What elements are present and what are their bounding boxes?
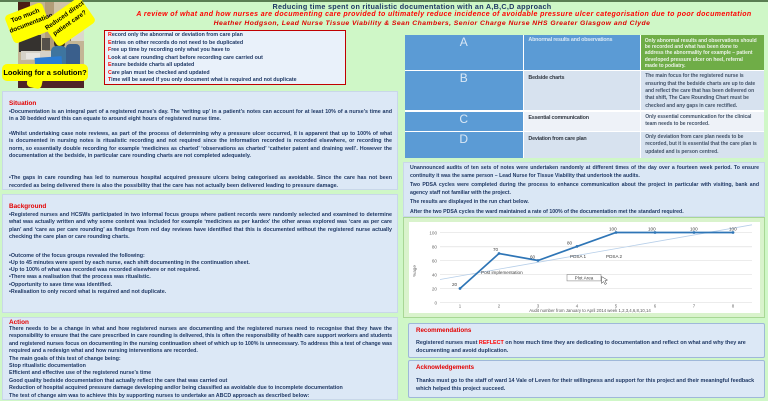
svg-text:0: 0	[434, 300, 437, 305]
svg-text:5: 5	[615, 304, 618, 309]
svg-text:Audit number from January to A: Audit number from January to April 2014 …	[529, 308, 651, 313]
svg-text:20: 20	[432, 286, 438, 291]
svg-text:1: 1	[459, 304, 462, 309]
svg-text:Plot Area: Plot Area	[575, 275, 594, 280]
svg-text:20: 20	[452, 282, 458, 287]
svg-text:8: 8	[732, 304, 735, 309]
svg-text:70: 70	[493, 247, 499, 252]
svg-text:60: 60	[530, 255, 536, 260]
svg-text:80: 80	[567, 240, 573, 245]
svg-text:100: 100	[729, 226, 737, 231]
svg-text:4: 4	[576, 304, 579, 309]
svg-text:100: 100	[429, 230, 437, 235]
svg-text:3: 3	[537, 304, 540, 309]
svg-text:%age: %age	[412, 265, 417, 277]
svg-text:7: 7	[693, 304, 696, 309]
svg-text:PDSA 2: PDSA 2	[606, 254, 623, 259]
svg-text:PDSA 1: PDSA 1	[570, 254, 587, 259]
svg-text:60: 60	[432, 258, 438, 263]
svg-text:6: 6	[654, 304, 657, 309]
svg-text:100: 100	[609, 226, 617, 231]
svg-text:100: 100	[690, 226, 698, 231]
svg-text:100: 100	[648, 226, 656, 231]
svg-text:40: 40	[432, 272, 438, 277]
svg-text:Post implementation: Post implementation	[481, 270, 523, 275]
svg-text:2: 2	[498, 304, 501, 309]
svg-text:80: 80	[432, 245, 438, 250]
